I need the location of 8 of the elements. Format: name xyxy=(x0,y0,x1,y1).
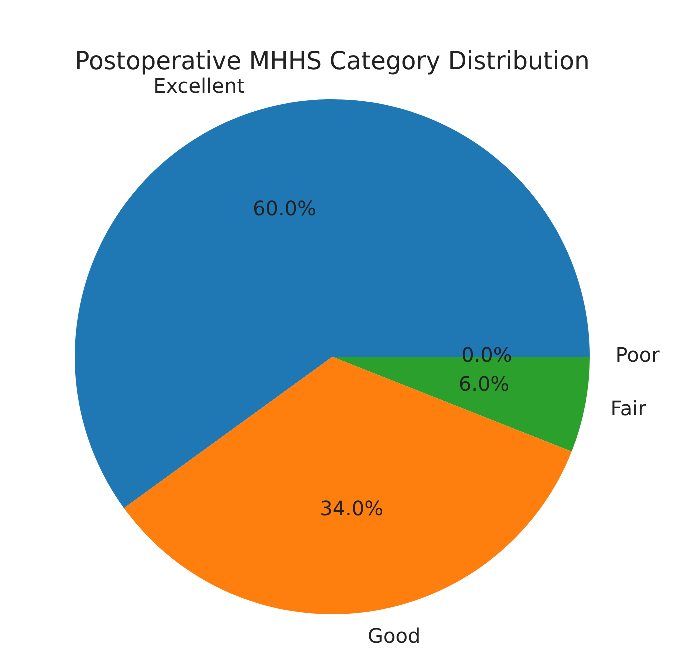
data-label: 6.0% xyxy=(458,372,510,396)
slice-label: Fair xyxy=(610,396,648,420)
chart-title: Postoperative MHHS Category Distribution xyxy=(75,46,590,76)
data-label: 34.0% xyxy=(320,496,384,520)
slice-label: Good xyxy=(368,624,421,648)
data-label: 60.0% xyxy=(252,196,317,220)
slice-label: Excellent xyxy=(154,74,246,98)
category-label: Poor xyxy=(616,343,660,368)
